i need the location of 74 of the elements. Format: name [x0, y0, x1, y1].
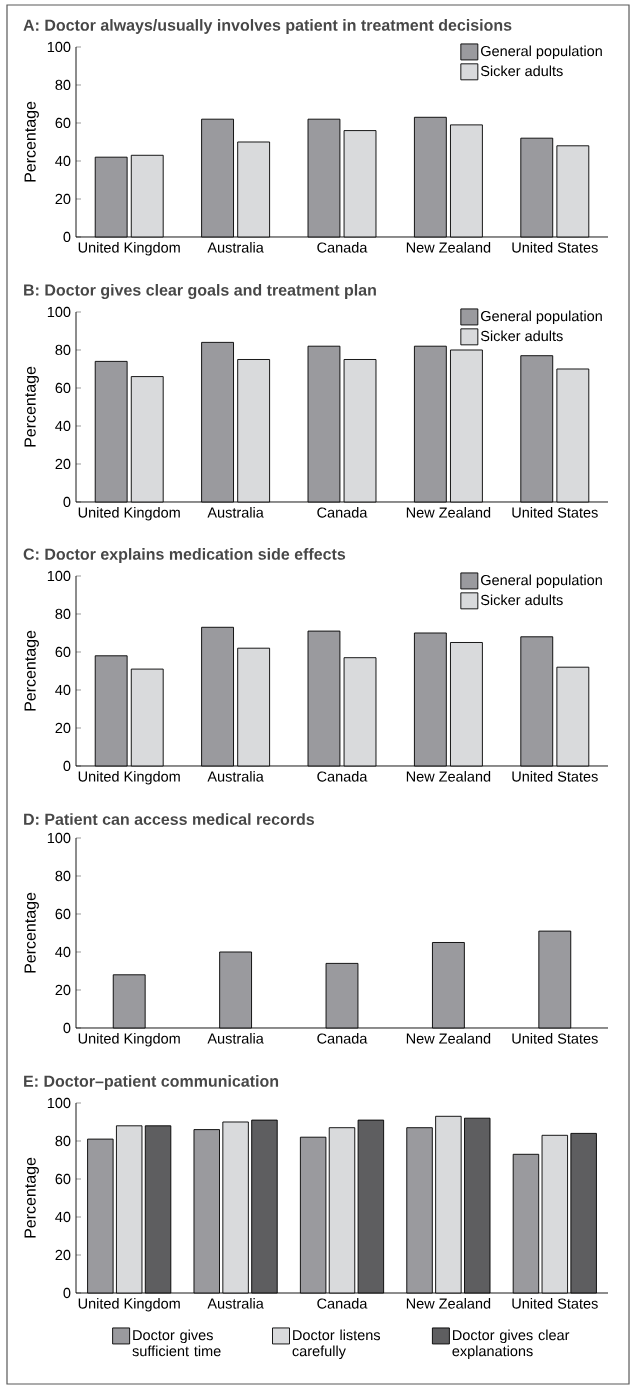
x-tick-label: New Zealand — [406, 1298, 491, 1309]
y-axis-title: Percentage — [24, 366, 39, 447]
y-tick-label: 60 — [55, 117, 71, 129]
y-tick-label: 100 — [47, 570, 71, 582]
chart-title: D: Patient can access medical records — [24, 813, 315, 825]
x-tick-label: United Kingdom — [78, 1298, 180, 1312]
x-tick-label: United States — [512, 507, 598, 518]
y-tick-label: 80 — [55, 608, 71, 620]
y-tick-label: 0 — [63, 1287, 71, 1299]
y-tick-label: 60 — [55, 646, 71, 658]
x-tick-label: Australia — [207, 242, 264, 253]
legend-label: Sicker adults — [480, 594, 563, 606]
x-tick-label: United States — [512, 1033, 598, 1044]
y-tick-label: 40 — [55, 420, 71, 432]
legend-label: Doctor gives clear explanations — [452, 1329, 570, 1360]
y-tick-label: 60 — [55, 1173, 71, 1185]
y-tick-label: 80 — [55, 344, 71, 356]
x-tick-label: United States — [512, 771, 598, 782]
x-tick-label: Australia — [207, 507, 264, 518]
y-tick-label: 60 — [55, 908, 71, 920]
x-tick-label: United Kingdom — [78, 507, 180, 521]
chart-title: A: Doctor always/usually involves patient in treatment decisions — [23, 19, 512, 34]
y-tick-label: 100 — [47, 41, 71, 53]
legend-label: General population — [481, 45, 602, 60]
legend-label: Doctor gives sufficient time — [132, 1329, 221, 1357]
x-tick-label: New Zealand — [406, 1033, 491, 1044]
y-tick-label: 0 — [63, 760, 71, 772]
y-tick-label: 40 — [55, 1211, 71, 1223]
x-tick-label: Canada — [317, 771, 368, 782]
x-tick-label: Canada — [317, 1298, 368, 1309]
y-tick-label: 20 — [55, 458, 71, 470]
y-axis-title: Percentage — [24, 1157, 39, 1238]
y-tick-label: 60 — [55, 382, 71, 394]
chart-title: B: Doctor gives clear goals and treatment plan — [24, 283, 376, 299]
x-tick-label: Canada — [317, 1033, 368, 1044]
y-tick-label: 20 — [55, 722, 71, 734]
legend-label: General population — [481, 574, 602, 589]
y-tick-label: 40 — [55, 684, 71, 696]
x-tick-label: New Zealand — [406, 771, 491, 782]
legend-label: Sicker adults — [480, 330, 563, 342]
y-axis-title: Percentage — [24, 892, 39, 973]
y-axis-title: Percentage — [24, 101, 39, 182]
x-tick-label: Canada — [317, 242, 368, 253]
x-tick-label: New Zealand — [406, 507, 491, 518]
y-tick-label: 20 — [55, 193, 71, 205]
x-tick-label: Australia — [207, 1298, 264, 1309]
x-tick-label: United States — [512, 242, 598, 253]
x-tick-label: United States — [512, 1298, 598, 1309]
y-tick-label: 80 — [55, 1135, 71, 1147]
legend-label: General population — [481, 310, 602, 325]
chart-title: C: Doctor explains medication side effects — [23, 548, 346, 563]
legend-label: Doctor listens carefully — [292, 1329, 381, 1360]
chart-title: E: Doctor–patient communication — [24, 1075, 279, 1090]
y-axis-title: Percentage — [24, 630, 39, 711]
y-tick-label: 100 — [47, 832, 71, 844]
y-tick-label: 100 — [47, 1097, 71, 1109]
y-tick-label: 0 — [63, 496, 71, 508]
x-tick-label: Australia — [207, 1033, 264, 1044]
legend-label: Sicker adults — [480, 65, 563, 77]
x-tick-label: Australia — [207, 771, 264, 782]
x-tick-label: Canada — [317, 507, 368, 518]
y-tick-label: 80 — [55, 79, 71, 91]
y-tick-label: 20 — [55, 984, 71, 996]
y-tick-label: 0 — [63, 1022, 71, 1034]
x-tick-label: United Kingdom — [78, 242, 180, 256]
x-tick-label: New Zealand — [406, 242, 491, 253]
y-tick-label: 40 — [55, 155, 71, 167]
y-tick-label: 20 — [55, 1249, 71, 1261]
y-tick-label: 40 — [55, 946, 71, 958]
y-tick-label: 0 — [63, 231, 71, 243]
y-tick-label: 80 — [55, 870, 71, 882]
y-tick-label: 100 — [47, 306, 71, 318]
x-tick-label: United Kingdom — [78, 1033, 180, 1047]
x-tick-label: United Kingdom — [78, 771, 180, 785]
